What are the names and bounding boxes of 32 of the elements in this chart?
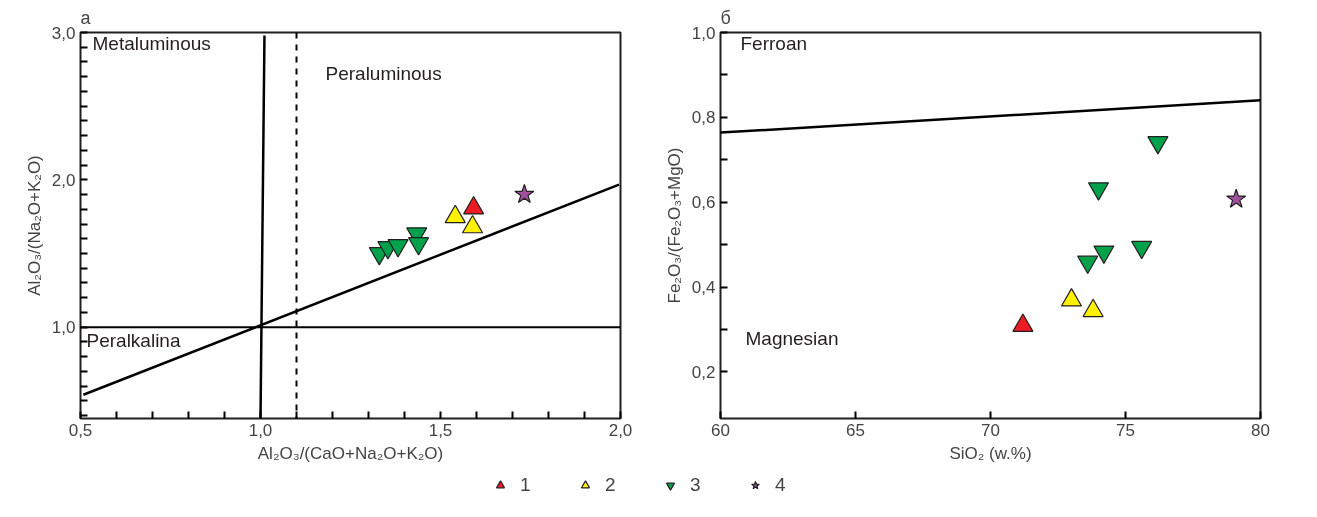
annotation: Magnesian — [745, 328, 839, 349]
x-tick-label: 0,5 — [68, 420, 93, 440]
y-axis-title: Fe₂O₃/(Fe₂O₃+MgO) — [664, 147, 684, 304]
y-tick-label: 0,2 — [691, 362, 716, 382]
x-axis-title: SiO₂ (w.%) — [949, 443, 1032, 463]
y-tick-label: 0,8 — [691, 108, 716, 128]
y-axis-title: Al₂O₃/(Na₂O+K₂O) — [24, 155, 44, 296]
x-tick-label: 70 — [981, 420, 1000, 440]
annotation: Ferroan — [740, 33, 808, 54]
x-tick-label: 1,0 — [248, 420, 273, 440]
y-tick-label: 1,0 — [51, 318, 76, 338]
x-tick-label: 80 — [1251, 420, 1270, 440]
x-tick-label: 65 — [846, 420, 865, 440]
legend-label: 4 — [775, 474, 787, 496]
y-tick-label: 2,0 — [51, 170, 76, 190]
legend-label: 3 — [690, 474, 702, 496]
y-tick-label: 0,4 — [691, 278, 716, 298]
x-tick-label: 2,0 — [608, 420, 633, 440]
x-tick-label: 60 — [711, 420, 730, 440]
annotation: Metaluminous — [92, 33, 211, 54]
y-tick-label: 0,6 — [691, 193, 716, 213]
annotation: Peralkalina — [86, 330, 181, 351]
x-tick-label: 1,5 — [428, 420, 453, 440]
chart-title: б — [720, 7, 731, 28]
legend-label: 1 — [520, 474, 532, 496]
annotation: Peraluminous — [325, 63, 442, 84]
x-tick-label: 75 — [1116, 420, 1135, 440]
y-tick-label: 3,0 — [51, 23, 76, 43]
x-axis-title: Al₂O₃/(CaO+Na₂O+K₂O) — [257, 443, 444, 463]
chart-title: а — [80, 7, 92, 28]
legend-label: 2 — [605, 474, 617, 496]
y-tick-label: 1,0 — [691, 23, 716, 43]
